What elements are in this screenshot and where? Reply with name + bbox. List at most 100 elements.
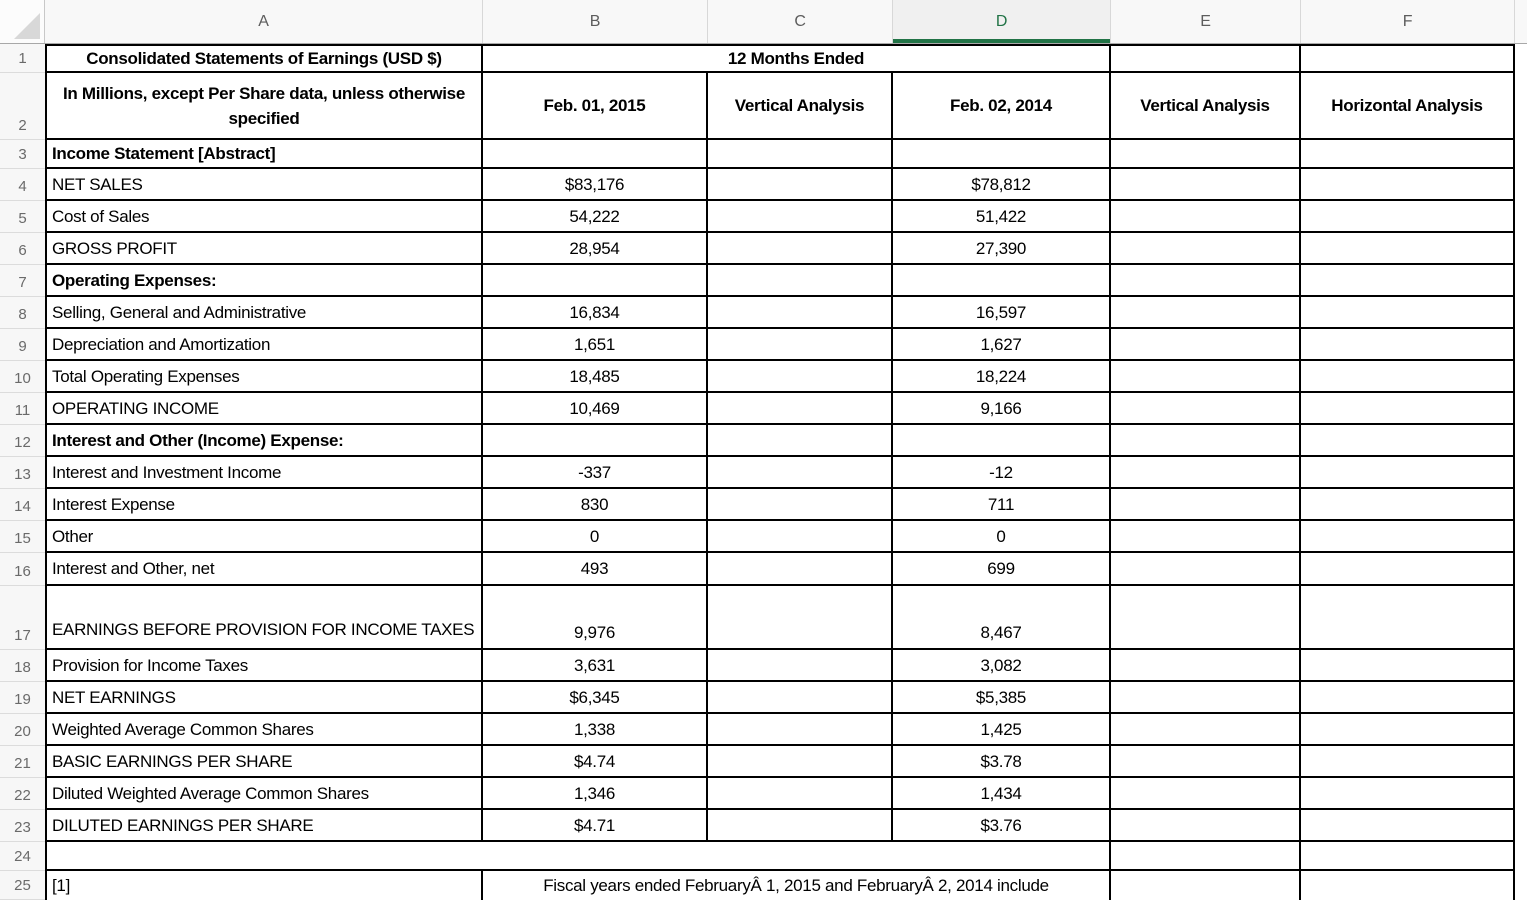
cell-a17[interactable]: EARNINGS BEFORE PROVISION FOR INCOME TAX… [45,586,483,650]
cell-c7[interactable] [708,265,893,297]
cell-c13[interactable] [708,457,893,489]
row-header-23[interactable]: 23 [0,810,45,842]
cell-a23[interactable]: DILUTED EARNINGS PER SHARE [45,810,483,842]
row-header-5[interactable]: 5 [0,201,45,233]
cell-c5[interactable] [708,201,893,233]
cell-f9[interactable] [1301,329,1515,361]
cell-e13[interactable] [1111,457,1301,489]
cell-d2[interactable]: Feb. 02, 2014 [893,73,1111,140]
cell-a8[interactable]: Selling, General and Administrative [45,297,483,329]
cell-e17[interactable] [1111,586,1301,650]
column-header-f[interactable]: F [1301,0,1515,43]
cell-e14[interactable] [1111,489,1301,521]
cell-a5[interactable]: Cost of Sales [45,201,483,233]
cell-d11[interactable]: 9,166 [893,393,1111,425]
row-header-17[interactable]: 17 [0,586,45,650]
cell-f22[interactable] [1301,778,1515,810]
cell-c21[interactable] [708,746,893,778]
cell-a14[interactable]: Interest Expense [45,489,483,521]
row-header-4[interactable]: 4 [0,169,45,201]
column-header-a[interactable]: A [45,0,483,43]
cell-d9[interactable]: 1,627 [893,329,1111,361]
row-header-8[interactable]: 8 [0,297,45,329]
row-header-1[interactable]: 1 [0,44,45,73]
select-all-button[interactable] [0,0,45,43]
cell-b5[interactable]: 54,222 [483,201,708,233]
cell-f8[interactable] [1301,297,1515,329]
row-header-24[interactable]: 24 [0,842,45,871]
cell-e2[interactable]: Vertical Analysis [1111,73,1301,140]
cell-f4[interactable] [1301,169,1515,201]
cell-f5[interactable] [1301,201,1515,233]
row-header-13[interactable]: 13 [0,457,45,489]
cell-a4[interactable]: NET SALES [45,169,483,201]
row-header-10[interactable]: 10 [0,361,45,393]
cell-f21[interactable] [1301,746,1515,778]
cell-a3[interactable]: Income Statement [Abstract] [45,140,483,169]
cell-b4[interactable]: $83,176 [483,169,708,201]
row-header-25[interactable]: 25 [0,871,45,900]
cell-d10[interactable]: 18,224 [893,361,1111,393]
cell-d16[interactable]: 699 [893,553,1111,586]
cell-c22[interactable] [708,778,893,810]
cell-e4[interactable] [1111,169,1301,201]
cell-d8[interactable]: 16,597 [893,297,1111,329]
cell-c14[interactable] [708,489,893,521]
cell-e10[interactable] [1111,361,1301,393]
cell-c19[interactable] [708,682,893,714]
cell-c4[interactable] [708,169,893,201]
cell-c9[interactable] [708,329,893,361]
cell-c2[interactable]: Vertical Analysis [708,73,893,140]
cell-f10[interactable] [1301,361,1515,393]
row-header-19[interactable]: 19 [0,682,45,714]
cell-b14[interactable]: 830 [483,489,708,521]
cell-a19[interactable]: NET EARNINGS [45,682,483,714]
cell-f2[interactable]: Horizontal Analysis [1301,73,1515,140]
cell-b17[interactable]: 9,976 [483,586,708,650]
cell-a13[interactable]: Interest and Investment Income [45,457,483,489]
cell-e1[interactable] [1111,44,1301,73]
cell-b9[interactable]: 1,651 [483,329,708,361]
row-header-20[interactable]: 20 [0,714,45,746]
column-header-e[interactable]: E [1111,0,1301,43]
cell-e21[interactable] [1111,746,1301,778]
column-header-c[interactable]: C [708,0,893,43]
cell-f23[interactable] [1301,810,1515,842]
cell-c11[interactable] [708,393,893,425]
cell-a16[interactable]: Interest and Other, net [45,553,483,586]
cell-c12[interactable] [708,425,893,457]
cell-f3[interactable] [1301,140,1515,169]
cell-e3[interactable] [1111,140,1301,169]
cell-f1[interactable] [1301,44,1515,73]
cell-e19[interactable] [1111,682,1301,714]
cell-f7[interactable] [1301,265,1515,297]
cell-e8[interactable] [1111,297,1301,329]
cell-f20[interactable] [1301,714,1515,746]
cell-a24-d24-merged[interactable] [45,842,1111,871]
cell-e24[interactable] [1111,842,1301,871]
cell-b21[interactable]: $4.74 [483,746,708,778]
cell-a6[interactable]: GROSS PROFIT [45,233,483,265]
cell-b12[interactable] [483,425,708,457]
cell-f25[interactable] [1301,871,1515,900]
cell-f15[interactable] [1301,521,1515,553]
cell-d18[interactable]: 3,082 [893,650,1111,682]
cell-a20[interactable]: Weighted Average Common Shares [45,714,483,746]
cell-c23[interactable] [708,810,893,842]
cell-d5[interactable]: 51,422 [893,201,1111,233]
column-header-b[interactable]: B [483,0,708,43]
cell-a22[interactable]: Diluted Weighted Average Common Shares [45,778,483,810]
cell-c15[interactable] [708,521,893,553]
cell-d14[interactable]: 711 [893,489,1111,521]
cell-e9[interactable] [1111,329,1301,361]
cell-a2[interactable]: In Millions, except Per Share data, unle… [45,73,483,140]
cell-b2[interactable]: Feb. 01, 2015 [483,73,708,140]
cell-b8[interactable]: 16,834 [483,297,708,329]
cell-a12[interactable]: Interest and Other (Income) Expense: [45,425,483,457]
cell-d17[interactable]: 8,467 [893,586,1111,650]
cell-a7[interactable]: Operating Expenses: [45,265,483,297]
row-header-9[interactable]: 9 [0,329,45,361]
cell-a25[interactable]: [1] [45,871,483,900]
cell-f11[interactable] [1301,393,1515,425]
cell-d3[interactable] [893,140,1111,169]
